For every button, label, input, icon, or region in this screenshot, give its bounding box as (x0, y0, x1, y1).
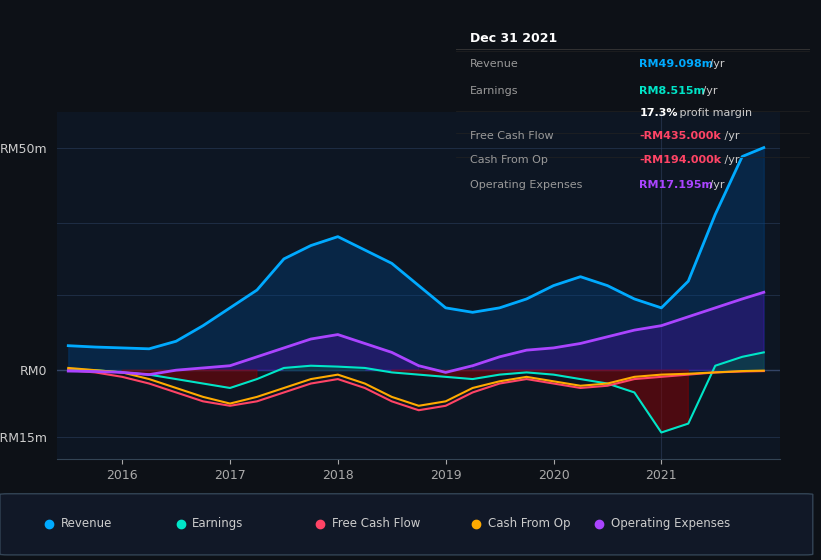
Text: -RM435.000k: -RM435.000k (640, 130, 721, 141)
Text: 17.3%: 17.3% (640, 108, 677, 118)
Text: RM49.098m: RM49.098m (640, 59, 713, 69)
Text: /yr: /yr (706, 59, 724, 69)
Text: RM8.515m: RM8.515m (640, 86, 705, 96)
Text: /yr: /yr (699, 86, 717, 96)
Text: Dec 31 2021: Dec 31 2021 (470, 31, 557, 45)
FancyBboxPatch shape (0, 494, 813, 555)
Text: Revenue: Revenue (61, 517, 112, 530)
Text: /yr: /yr (721, 155, 739, 165)
Text: profit margin: profit margin (677, 108, 752, 118)
Text: RM17.195m: RM17.195m (640, 180, 713, 190)
Text: Free Cash Flow: Free Cash Flow (332, 517, 420, 530)
Text: Operating Expenses: Operating Expenses (470, 180, 582, 190)
Text: Operating Expenses: Operating Expenses (611, 517, 730, 530)
Text: Earnings: Earnings (192, 517, 244, 530)
Text: Revenue: Revenue (470, 59, 519, 69)
Text: -RM194.000k: -RM194.000k (640, 155, 722, 165)
Text: Cash From Op: Cash From Op (488, 517, 570, 530)
Text: Free Cash Flow: Free Cash Flow (470, 130, 553, 141)
Text: Earnings: Earnings (470, 86, 518, 96)
Text: /yr: /yr (706, 180, 724, 190)
Text: /yr: /yr (721, 130, 739, 141)
Text: Cash From Op: Cash From Op (470, 155, 548, 165)
